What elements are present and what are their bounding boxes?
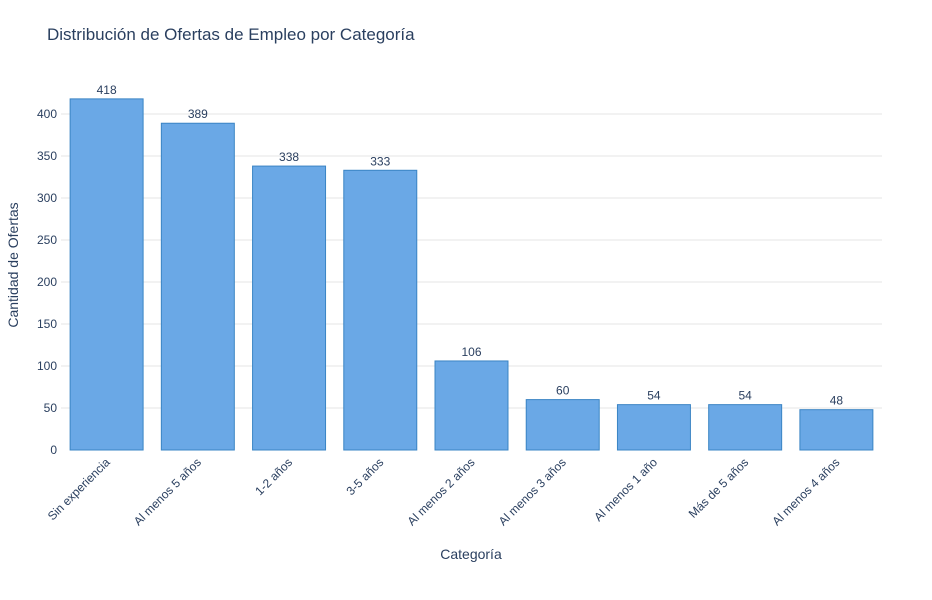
bar <box>343 169 418 451</box>
x-axis-ticks: Sin experiencia Al menos 5 años 1-2 años 3-… <box>45 455 843 528</box>
bar <box>616 404 691 451</box>
x-tick-label: Sin experiencia <box>45 455 113 523</box>
y-tick-label: 200 <box>37 275 57 289</box>
y-tick-label: 100 <box>37 359 57 373</box>
data-label: 54 <box>738 389 752 403</box>
y-tick-label: 300 <box>37 191 57 205</box>
y-tick-label: 350 <box>37 149 57 163</box>
chart-title: Distribución de Ofertas de Empleo por Ca… <box>47 25 415 44</box>
x-tick-label: Al menos 2 años <box>405 455 478 528</box>
x-tick-label: Al menos 1 año <box>591 455 660 524</box>
y-axis-ticks: 0 50 100 150 200 250 300 350 400 <box>37 107 57 457</box>
bars <box>69 98 874 451</box>
y-tick-label: 400 <box>37 107 57 121</box>
x-axis-title: Categoría <box>440 546 502 562</box>
bar <box>708 404 783 451</box>
x-tick-label: Más de 5 años <box>686 455 752 521</box>
data-label: 333 <box>370 154 390 168</box>
y-tick-label: 50 <box>44 401 58 415</box>
bar <box>799 409 874 451</box>
x-tick-label: Al menos 5 años <box>131 455 204 528</box>
x-tick-label: Al menos 4 años <box>769 455 842 528</box>
data-label: 106 <box>461 345 481 359</box>
y-axis-title: Cantidad de Ofertas <box>5 202 21 327</box>
x-tick-label: Al menos 3 años <box>496 455 569 528</box>
bar <box>160 122 235 451</box>
bar <box>525 399 600 451</box>
y-tick-label: 0 <box>50 443 57 457</box>
y-tick-label: 250 <box>37 233 57 247</box>
x-tick-label: 1-2 años <box>252 455 295 498</box>
data-label: 338 <box>279 150 299 164</box>
data-labels: 418 389 338 333 106 60 54 54 48 <box>97 83 844 408</box>
data-label: 418 <box>97 83 117 97</box>
bar <box>252 165 327 451</box>
x-tick-label: 3-5 años <box>343 455 386 498</box>
data-label: 48 <box>830 394 844 408</box>
y-tick-label: 150 <box>37 317 57 331</box>
data-label: 389 <box>188 107 208 121</box>
bar <box>434 360 509 451</box>
bar <box>69 98 144 451</box>
data-label: 54 <box>647 389 661 403</box>
data-label: 60 <box>556 384 570 398</box>
